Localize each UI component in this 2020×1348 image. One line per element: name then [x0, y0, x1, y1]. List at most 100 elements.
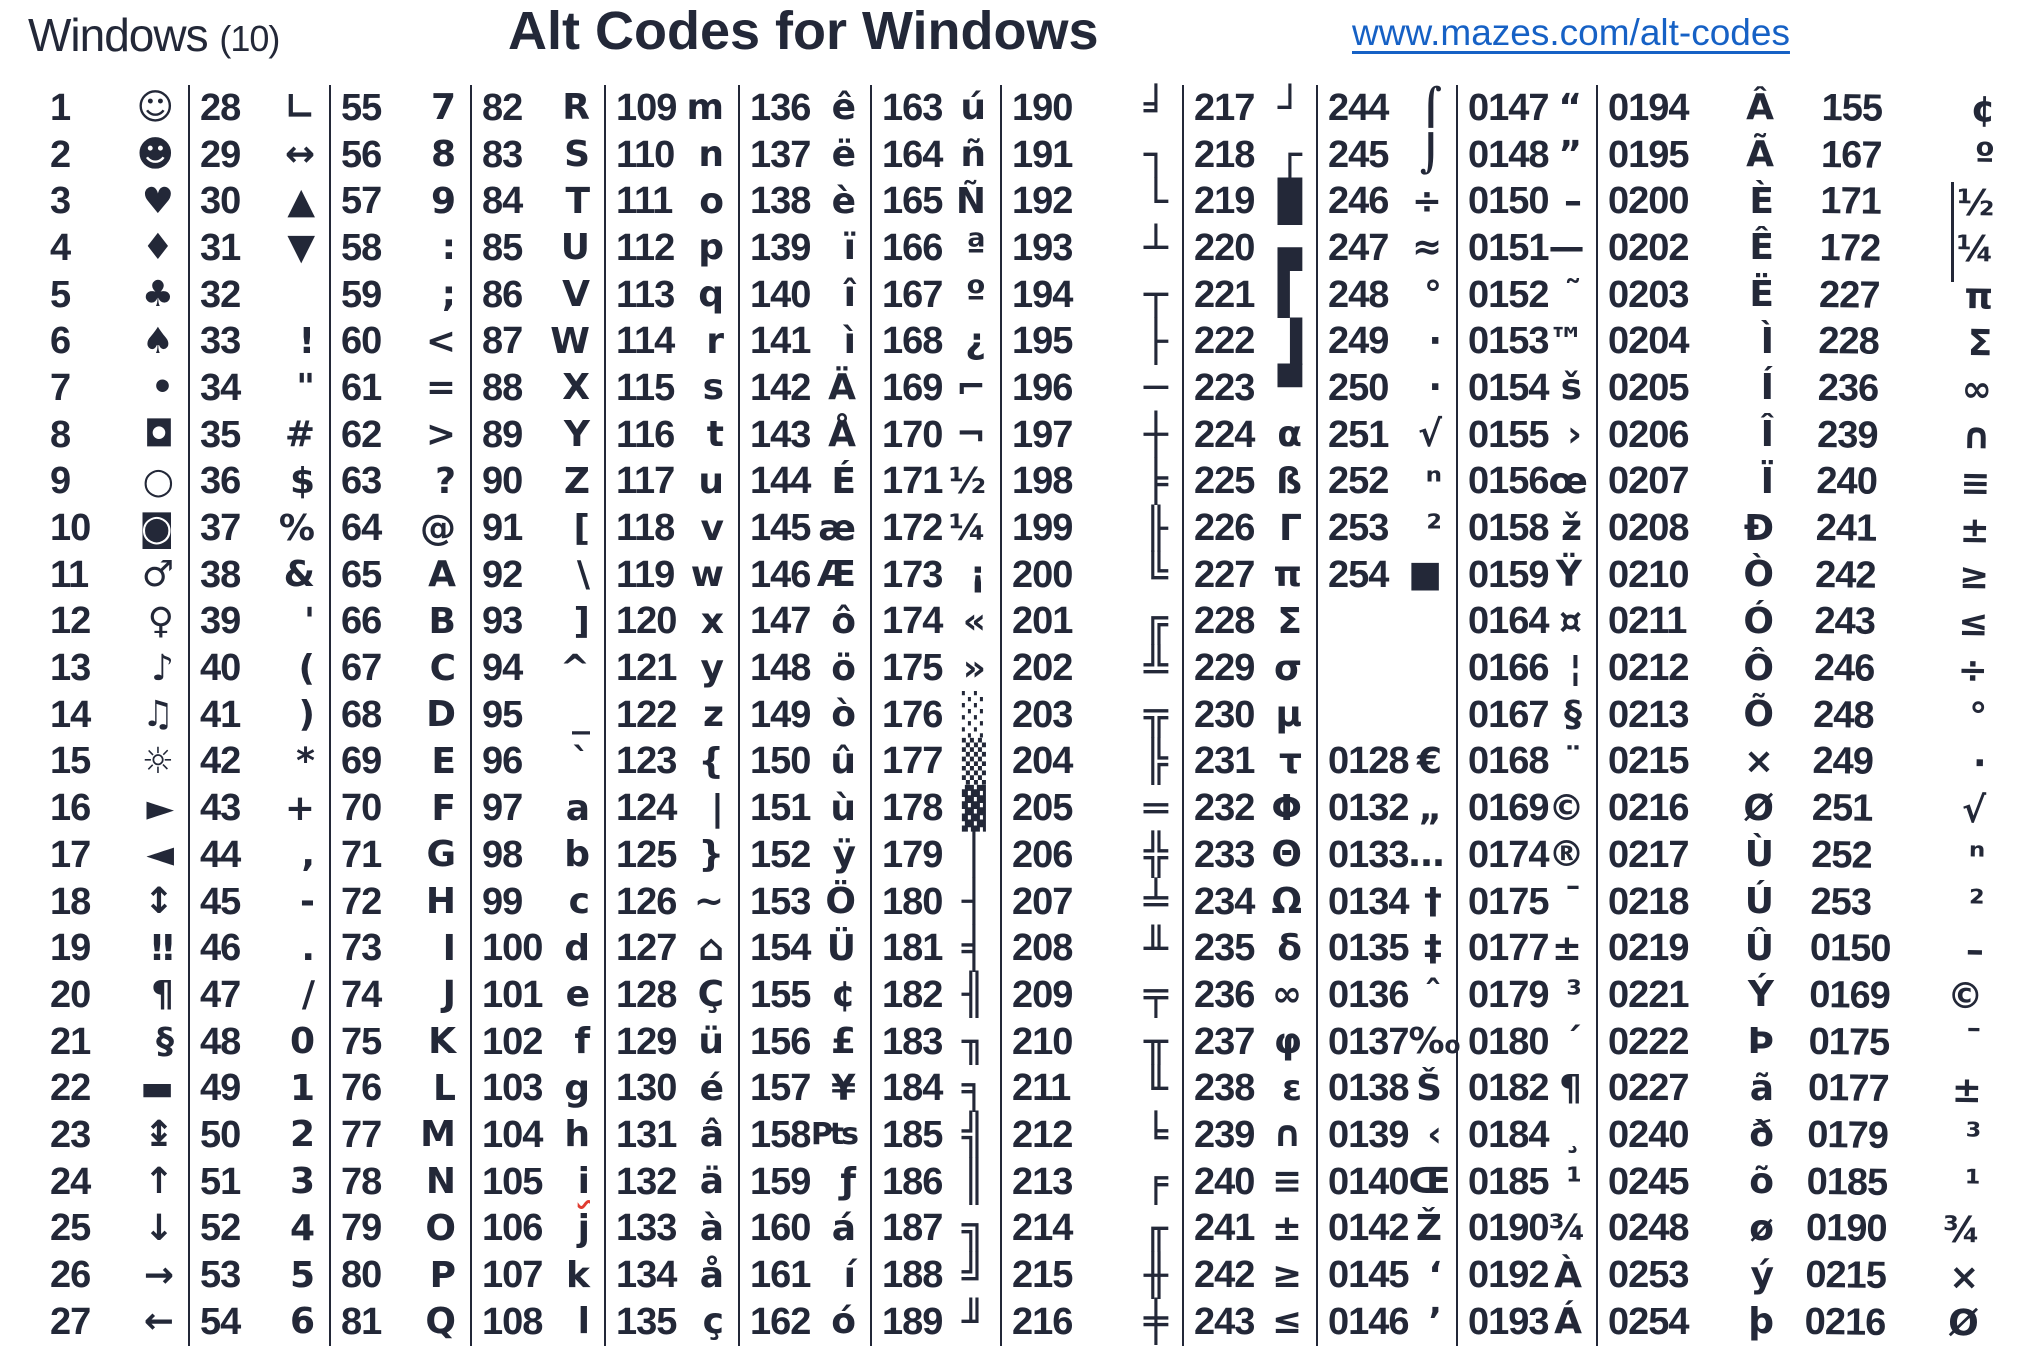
- alt-code-row: 200 ╚: [1002, 552, 1182, 599]
- alt-code-number: 100: [482, 927, 543, 970]
- alt-code-row: 90 Z: [472, 459, 604, 506]
- alt-code-row: 40 (: [190, 645, 329, 692]
- alt-code-number: 37: [200, 507, 241, 550]
- alt-code-number: 55: [341, 86, 382, 129]
- alt-code-number: 129: [616, 1020, 677, 1063]
- alt-code-row: 212 ╘: [1002, 1112, 1182, 1159]
- alt-code-symbol: Æ: [816, 554, 856, 596]
- alt-code-row: 79 O: [331, 1206, 470, 1253]
- alt-code-symbol: º: [1974, 136, 1996, 178]
- alt-code-number: 54: [200, 1300, 241, 1343]
- alt-code-symbol: ©: [1548, 787, 1585, 829]
- alt-code-number: 0179: [1807, 1113, 1889, 1157]
- alt-code-symbol: 7: [430, 87, 456, 129]
- alt-code-row: 163 ú: [872, 85, 1000, 132]
- alt-code-symbol: ∞: [1961, 369, 1993, 411]
- alt-code-row: 51 3: [190, 1159, 329, 1206]
- alt-code-row: 0150 –: [1810, 925, 1989, 974]
- alt-code-number: 3: [50, 180, 71, 223]
- alt-code-symbol: ê: [831, 87, 856, 129]
- alt-code-number: 126: [616, 880, 677, 923]
- alt-code-symbol: â: [699, 1114, 724, 1156]
- alt-code-symbol: ¹: [1964, 1163, 1981, 1205]
- alt-code-number: 0153: [1468, 320, 1550, 363]
- alt-code-number: 31: [200, 226, 241, 269]
- alt-code-number: 252: [1328, 460, 1389, 503]
- alt-code-symbol: ±: [1551, 927, 1582, 969]
- alt-code-row: 251 √: [1812, 785, 1991, 834]
- alt-code-number: 12: [50, 600, 91, 643]
- alt-code-number: 190: [1012, 86, 1073, 129]
- alt-code-row: 0190 ¾: [1458, 1206, 1596, 1253]
- alt-code-number: 223: [1194, 366, 1255, 409]
- alt-code-symbol: @: [420, 507, 456, 549]
- alt-code-row: 115 s: [606, 365, 738, 412]
- alt-code-row: 175 »: [872, 645, 1000, 692]
- alt-code-number: 205: [1012, 787, 1073, 830]
- alt-code-symbol: ¡: [969, 554, 986, 596]
- alt-code-row: 85 U: [472, 225, 604, 272]
- alt-code-row: 17 ◄: [40, 832, 188, 879]
- alt-code-symbol: ▬: [139, 1067, 174, 1109]
- alt-code-number: 227: [1194, 553, 1255, 596]
- alt-code-symbol: N: [425, 1161, 456, 1203]
- alt-code-number: 4: [50, 226, 71, 269]
- alt-code-row: 116 t: [606, 412, 738, 459]
- alt-code-row: 173 ¡: [872, 552, 1000, 599]
- source-url-link[interactable]: www.mazes.com/alt-codes: [1352, 12, 1790, 53]
- alt-code-symbol: Ü: [826, 927, 856, 969]
- alt-code-symbol: º: [965, 274, 986, 316]
- alt-code-row: 0166 ¦: [1458, 645, 1596, 692]
- alt-code-number: 149: [750, 693, 811, 736]
- alt-code-row: 157 ¥: [740, 1065, 870, 1112]
- alt-code-number: 0210: [1608, 553, 1690, 596]
- alt-code-symbol: ▀: [1277, 365, 1302, 412]
- alt-code-symbol: 2: [289, 1114, 315, 1156]
- alt-code-number: 49: [200, 1067, 241, 1110]
- alt-code-number: 91: [482, 507, 523, 550]
- alt-code-number: 220: [1194, 226, 1255, 269]
- alt-code-row: 179 │: [872, 832, 1000, 879]
- alt-code-symbol: 8: [430, 134, 456, 176]
- code-column-6: 136 ê 137 ë 138 è 139 ï 140 î 141 ì 142 Ä 143 Å 144 É 145 æ…: [740, 85, 872, 1346]
- alt-code-symbol: Ò: [1743, 554, 1774, 596]
- alt-code-symbol: ‼: [151, 927, 174, 969]
- alt-code-symbol: —: [1548, 227, 1585, 269]
- alt-code-symbol: ►: [146, 787, 174, 829]
- alt-code-row: 0135 ‡: [1318, 925, 1456, 972]
- alt-code-number: 38: [200, 553, 241, 596]
- alt-code-number: 239: [1194, 1113, 1255, 1156]
- side-code-column: 155 ¢ 167 º 171 ½ 172 ¼ 227 π 228 Σ 236 ∞ 239 ∩ 240 ≡ 241 ±…: [1804, 85, 2000, 1348]
- alt-code-number: 27: [50, 1300, 91, 1343]
- alt-code-number: 241: [1815, 506, 1877, 550]
- alt-code-row: 215 ╫: [1002, 1252, 1182, 1299]
- alt-code-symbol: ╛: [1143, 85, 1168, 132]
- alt-code-symbol: œ: [1548, 460, 1588, 502]
- alt-code-number: 0150: [1468, 180, 1550, 223]
- alt-code-number: 115: [616, 366, 675, 409]
- alt-code-symbol: ┼: [1143, 412, 1168, 459]
- alt-code-symbol: {: [698, 740, 724, 782]
- alt-code-symbol: +: [284, 787, 315, 829]
- alt-code-row: 250 ·: [1318, 365, 1456, 412]
- alt-code-symbol: ¢: [1970, 89, 1996, 131]
- alt-code-symbol: …: [1408, 834, 1445, 876]
- alt-code-number: 0190: [1468, 1207, 1550, 1250]
- alt-code-row: 27 ←: [40, 1299, 188, 1346]
- alt-code-symbol: Σ: [1967, 322, 1993, 365]
- alt-code-number: 124: [616, 787, 677, 830]
- alt-code-row: 0145 ‘: [1318, 1252, 1456, 1299]
- alt-code-symbol: &: [283, 554, 315, 596]
- alt-code-symbol: S: [564, 134, 590, 176]
- alt-code-symbol: m: [686, 87, 724, 129]
- alt-code-number: 155: [750, 973, 811, 1016]
- alt-code-symbol: ¿: [965, 320, 986, 362]
- alt-code-number: 122: [616, 693, 677, 736]
- alt-code-row: 96 `: [472, 739, 604, 786]
- alt-code-row: 0175 ¯: [1808, 1019, 1987, 1068]
- alt-code-symbol: ≥: [1271, 1254, 1302, 1296]
- alt-code-symbol: ╟: [1143, 505, 1168, 552]
- alt-code-row: 0136 ˆ: [1318, 972, 1456, 1019]
- alt-code-symbol: ”: [1558, 134, 1582, 176]
- alt-code-row: 121 y: [606, 645, 738, 692]
